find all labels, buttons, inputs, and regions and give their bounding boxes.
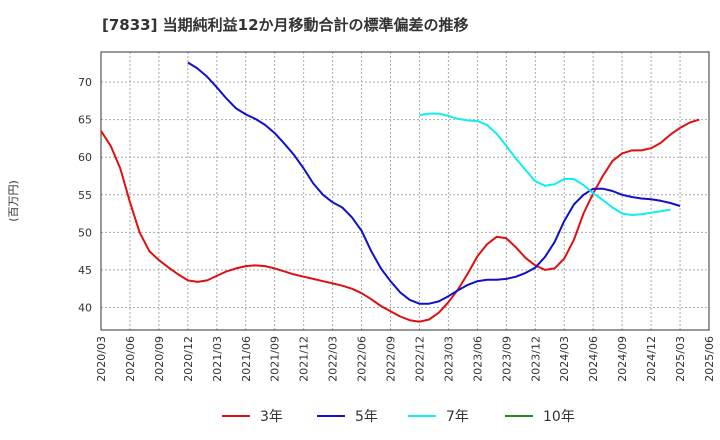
series-line-5年: [187, 61, 681, 305]
series-lines: [100, 61, 700, 323]
x-tick-label: 2021/09: [269, 336, 282, 382]
x-axis-ticks: 2020/03 2020/06 2020/09 2020/12 2021/03 2021/…: [95, 336, 716, 382]
x-tick-label: 2023/12: [529, 336, 542, 382]
x-tick-label: 2025/06: [703, 336, 716, 382]
legend-label: 7年: [446, 409, 469, 425]
legend-label: 3年: [260, 409, 283, 425]
y-axis-ticks: 40 45 50 55 60 65 70: [78, 76, 92, 314]
legend: 3年 5年 7年 10年: [0, 404, 720, 428]
y-tick-label: 55: [78, 189, 92, 202]
y-tick-label: 60: [78, 151, 92, 164]
x-tick-label: 2022/12: [413, 336, 426, 382]
x-tick-label: 2020/09: [153, 336, 166, 382]
x-tick-label: 2020/03: [95, 336, 108, 382]
x-tick-label: 2024/09: [616, 336, 629, 382]
y-axis-label: (百万円): [7, 180, 20, 222]
grid: [100, 52, 710, 330]
y-tick-label: 40: [78, 301, 92, 314]
y-tick-label: 65: [78, 114, 92, 127]
x-tick-label: 2020/06: [124, 336, 137, 382]
legend-item: 10年: [505, 404, 575, 428]
series-line-7年: [419, 112, 671, 216]
legend-swatch: [222, 415, 250, 417]
x-tick-label: 2022/03: [327, 336, 340, 382]
x-tick-label: 2021/12: [298, 336, 311, 382]
y-tick-label: 70: [78, 76, 92, 89]
x-tick-label: 2024/06: [587, 336, 600, 382]
x-tick-label: 2024/03: [558, 336, 571, 382]
x-tick-label: 2022/09: [385, 336, 398, 382]
legend-swatch: [505, 415, 533, 417]
chart-title: [7833] 当期純利益12か月移動合計の標準偏差の推移: [102, 16, 469, 34]
x-tick-label: 2021/03: [211, 336, 224, 382]
legend-label: 10年: [543, 409, 575, 425]
legend-item: 7年: [408, 404, 469, 428]
x-tick-label: 2020/12: [182, 336, 195, 382]
x-tick-label: 2025/03: [674, 336, 687, 382]
x-tick-label: 2023/06: [471, 336, 484, 382]
y-tick-label: 50: [78, 226, 92, 239]
x-tick-label: 2024/12: [645, 336, 658, 382]
x-tick-label: 2023/03: [442, 336, 455, 382]
x-tick-label: 2021/06: [240, 336, 253, 382]
x-tick-label: 2023/09: [500, 336, 513, 382]
legend-label: 5年: [355, 409, 378, 425]
legend-swatch: [317, 415, 345, 417]
legend-item: 5年: [317, 404, 378, 428]
x-tick-label: 2022/06: [356, 336, 369, 382]
legend-item: 3年: [222, 404, 283, 428]
legend-swatch: [408, 415, 436, 417]
y-tick-label: 45: [78, 264, 92, 277]
plot-frame: [100, 51, 710, 331]
series-line-3年: [100, 118, 700, 323]
